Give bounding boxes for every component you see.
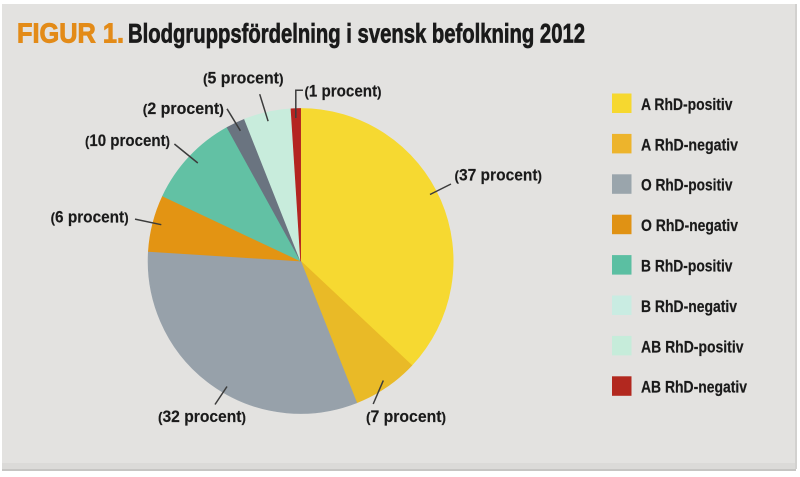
svg-text:B RhD-negativ: B RhD-negativ	[641, 297, 738, 316]
svg-text:AB RhD-negativ: AB RhD-negativ	[641, 378, 748, 397]
svg-text:(7 procent): (7 procent)	[366, 408, 446, 426]
svg-text:A RhD-negativ: A RhD-negativ	[641, 135, 739, 154]
svg-text:(37 procent): (37 procent)	[455, 167, 543, 185]
svg-text:(32 procent): (32 procent)	[158, 408, 246, 426]
svg-text:(10 procent): (10 procent)	[85, 132, 170, 150]
svg-text:(6 procent): (6 procent)	[51, 208, 129, 226]
svg-text:Blodgruppsfördelning i svensk: Blodgruppsfördelning i svensk befolkning…	[128, 19, 585, 49]
svg-text:(2 procent): (2 procent)	[143, 100, 224, 118]
svg-text:(5 procent): (5 procent)	[203, 70, 284, 88]
svg-text:(1 procent): (1 procent)	[305, 83, 382, 101]
svg-text:AB RhD-positiv: AB RhD-positiv	[641, 337, 744, 356]
svg-text:A RhD-positiv: A RhD-positiv	[641, 95, 733, 114]
svg-text:O RhD-positiv: O RhD-positiv	[641, 176, 733, 195]
svg-text:FIGUR 1.: FIGUR 1.	[17, 18, 124, 49]
svg-text:O RhD-negativ: O RhD-negativ	[641, 216, 739, 235]
svg-text:B RhD-positiv: B RhD-positiv	[641, 257, 733, 276]
